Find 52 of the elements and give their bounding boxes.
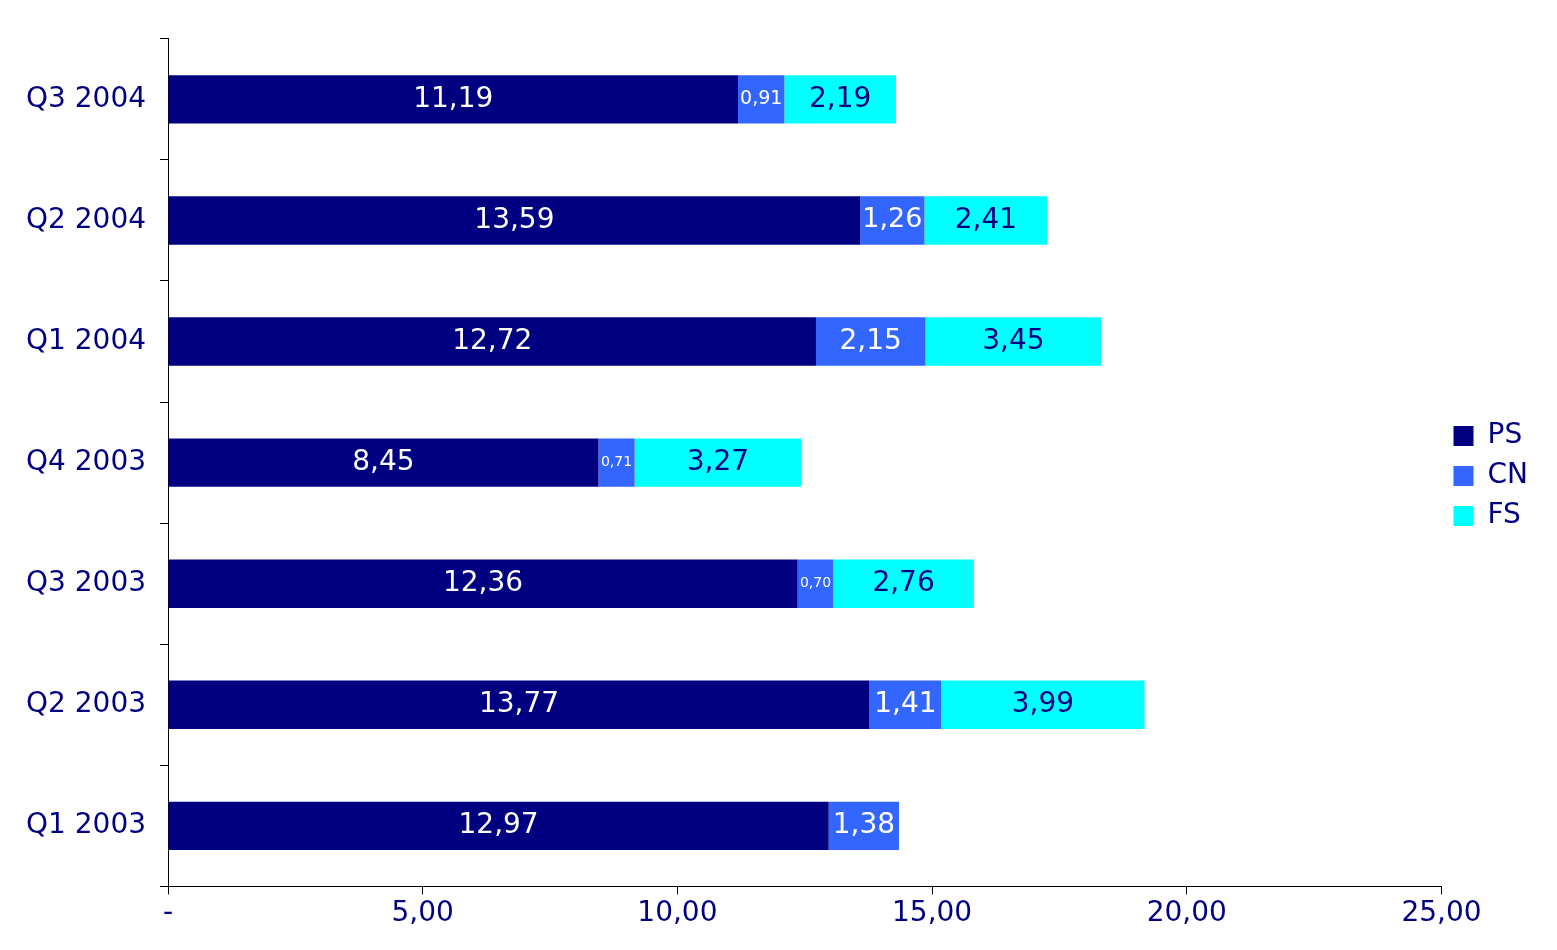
bar	[797, 559, 834, 608]
x-tick-label: 25,00	[1401, 895, 1482, 929]
data-label: 12,97	[458, 807, 539, 841]
legend-label: FS	[1487, 497, 1521, 531]
x-tick-label: -	[162, 895, 174, 929]
data-label: 0,91	[740, 86, 783, 109]
bar	[168, 559, 798, 608]
legend-label: PS	[1487, 417, 1523, 451]
data-label: 3,99	[1011, 686, 1075, 720]
y-tick-label: Q2 2003	[26, 686, 147, 720]
data-label: 12,72	[452, 322, 533, 356]
x-tick-label: 10,00	[637, 895, 718, 929]
bar	[598, 438, 635, 487]
data-label: 11,19	[413, 80, 494, 114]
data-label: 1,38	[832, 807, 896, 841]
legend-label: CN	[1487, 457, 1528, 491]
y-tick-label: Q2 2004	[26, 201, 147, 235]
y-tick-label: Q4 2003	[26, 443, 147, 477]
bar	[924, 196, 1048, 245]
data-label: 13,77	[478, 686, 560, 720]
data-label: 1,41	[874, 686, 937, 720]
bar	[168, 196, 861, 245]
data-label: 2,41	[954, 201, 1018, 235]
data-label: 0,71	[600, 453, 633, 470]
bar	[168, 317, 816, 366]
bar	[168, 680, 870, 729]
y-tick-label: Q1 2003	[26, 807, 147, 841]
bar	[168, 75, 739, 124]
data-label: 13,59	[474, 201, 555, 235]
bar	[168, 801, 829, 851]
bar	[634, 438, 802, 487]
y-tick-label: Q3 2003	[26, 564, 147, 598]
x-tick-label: 5,00	[391, 895, 454, 929]
bar	[925, 317, 1102, 366]
data-label: 0,70	[799, 574, 832, 591]
bar	[815, 317, 926, 366]
y-tick-label: Q3 2004	[26, 80, 147, 114]
data-label: 3,27	[686, 443, 750, 477]
data-label: 2,15	[839, 322, 902, 356]
y-tick-label: Q1 2004	[26, 322, 147, 356]
bar	[941, 680, 1145, 729]
data-label: 12,36	[442, 564, 524, 598]
x-tick-label: 15,00	[892, 895, 973, 929]
bar	[833, 559, 974, 608]
data-label: 8,45	[352, 443, 415, 477]
data-label: 1,26	[862, 202, 923, 234]
bar	[784, 75, 896, 124]
bar	[168, 438, 599, 487]
data-label: 2,76	[872, 564, 935, 598]
data-label: 3,45	[982, 322, 1045, 356]
x-tick-label: 20,00	[1146, 895, 1227, 929]
data-label: 2,19	[808, 80, 872, 114]
